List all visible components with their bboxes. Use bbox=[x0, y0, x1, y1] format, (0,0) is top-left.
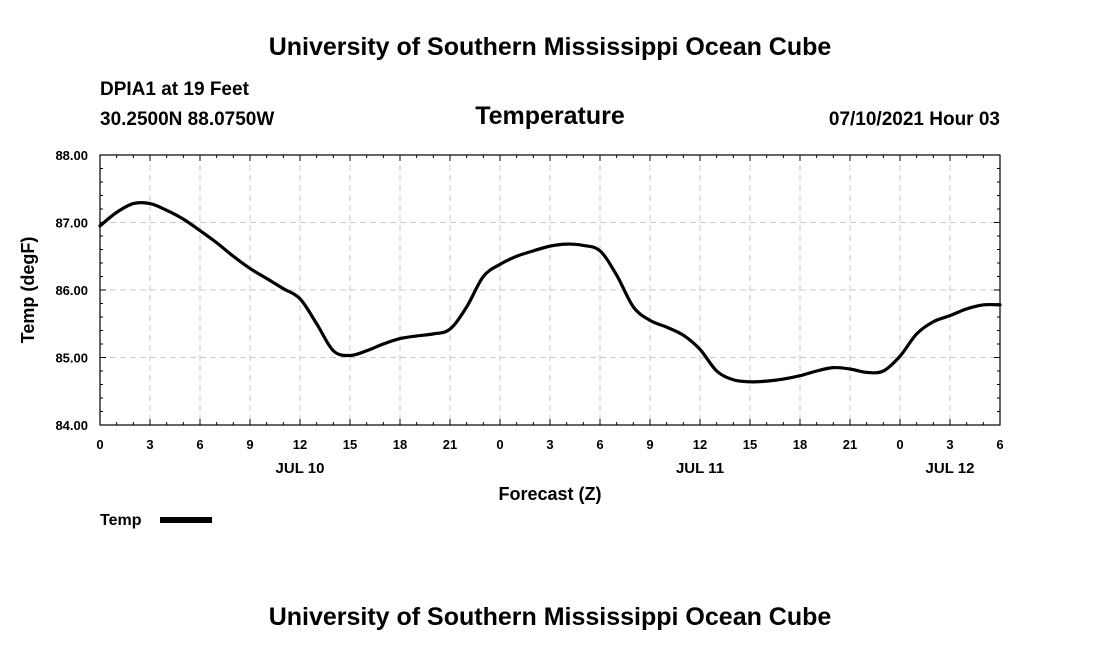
date-label: JUL 10 bbox=[276, 460, 325, 477]
y-tick-label: 84.00 bbox=[55, 418, 88, 433]
plot-frame bbox=[99, 154, 1001, 426]
forecast-datetime: 07/10/2021 Hour 03 bbox=[829, 109, 1000, 130]
x-tick-label: 6 bbox=[596, 437, 603, 452]
legend-label: Temp bbox=[100, 512, 142, 529]
y-tick-label: 88.00 bbox=[55, 148, 88, 163]
x-tick-label: 9 bbox=[246, 437, 253, 452]
x-tick-label: 6 bbox=[196, 437, 203, 452]
x-tick-label: 21 bbox=[843, 437, 857, 452]
header-title: University of Southern Mississippi Ocean… bbox=[269, 33, 832, 61]
x-tick-label: 15 bbox=[343, 437, 357, 452]
date-label: JUL 11 bbox=[676, 460, 724, 477]
x-tick-label: 3 bbox=[146, 437, 153, 452]
y-tick-label: 85.00 bbox=[55, 351, 88, 366]
x-tick-label: 3 bbox=[546, 437, 553, 452]
footer-title: University of Southern Mississippi Ocean… bbox=[269, 603, 832, 631]
x-tick-label: 0 bbox=[896, 437, 903, 452]
station-label: DPIA1 at 19 Feet bbox=[100, 79, 250, 100]
x-tick-label: 0 bbox=[496, 437, 503, 452]
date-label: JUL 12 bbox=[926, 460, 975, 477]
y-axis-label: Temp (degF) bbox=[18, 237, 38, 344]
x-tick-label: 18 bbox=[793, 437, 807, 452]
series-line-temp bbox=[98, 201, 1002, 384]
y-tick-label: 87.00 bbox=[55, 216, 88, 231]
x-axis-label: Forecast (Z) bbox=[498, 484, 601, 504]
x-tick-label: 12 bbox=[693, 437, 707, 452]
station-coordinates: 30.2500N 88.0750W bbox=[100, 109, 274, 130]
x-tick-label: 15 bbox=[743, 437, 757, 452]
grid bbox=[100, 155, 1000, 425]
x-tick-label: 21 bbox=[443, 437, 457, 452]
x-tick-label: 9 bbox=[646, 437, 653, 452]
x-tick-label: 12 bbox=[293, 437, 307, 452]
axes: 0 3 6 9 12 15 18 21 0 3 6 9 12 15 18 21 0 3 6 84.00 85.00 86.… bbox=[55, 148, 1003, 477]
legend-swatch bbox=[160, 517, 212, 523]
x-tick-label: 0 bbox=[96, 437, 103, 452]
x-tick-label: 18 bbox=[393, 437, 407, 452]
y-tick-label: 86.00 bbox=[55, 283, 88, 298]
chart-title: Temperature bbox=[475, 102, 625, 130]
x-tick-label: 6 bbox=[996, 437, 1003, 452]
series-layer bbox=[98, 201, 1002, 384]
x-tick-label: 3 bbox=[946, 437, 953, 452]
